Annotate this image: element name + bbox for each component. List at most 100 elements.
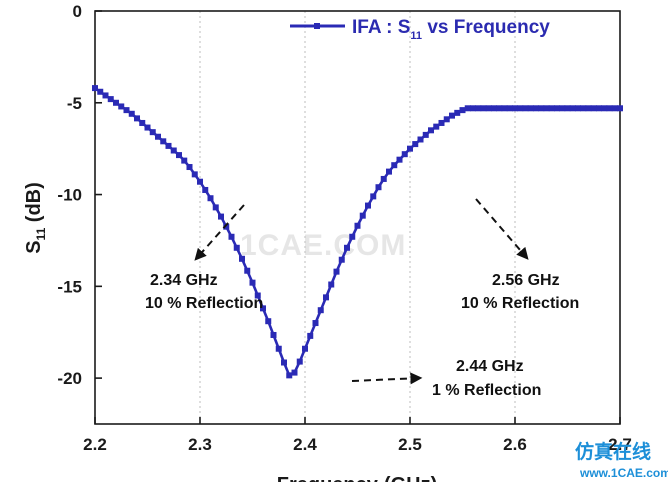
corner-watermark-url: www.1CAE.com xyxy=(579,466,668,480)
data-point xyxy=(197,178,203,185)
data-point xyxy=(302,345,308,352)
x-tick-label: 2.2 xyxy=(83,435,107,454)
y-axis-title-main: S xyxy=(23,240,45,253)
data-point xyxy=(134,115,140,122)
data-point xyxy=(118,103,125,110)
data-point xyxy=(286,372,293,379)
data-point xyxy=(212,204,219,211)
annotations: 2.34 GHz 10 % Reflection 2.56 GHz 10 % R… xyxy=(145,198,579,399)
data-point xyxy=(365,202,371,209)
data-point xyxy=(312,320,319,327)
data-point xyxy=(454,109,461,116)
annotation-right-line1: 2.56 GHz xyxy=(492,272,560,289)
data-point xyxy=(149,129,156,136)
annotation-left-line1: 2.34 GHz xyxy=(150,272,218,289)
series-s11 xyxy=(92,85,623,379)
data-point xyxy=(128,110,135,117)
data-point xyxy=(281,359,287,366)
data-point xyxy=(317,307,324,314)
data-point xyxy=(228,233,235,240)
data-point xyxy=(344,244,350,251)
data-point xyxy=(354,222,361,229)
data-point xyxy=(543,105,550,112)
data-point xyxy=(585,105,592,112)
axis-ticks xyxy=(94,10,621,424)
data-point xyxy=(569,105,576,112)
data-point xyxy=(380,175,387,182)
y-tick-labels: 0 -5 -10 -15 -20 xyxy=(57,2,82,388)
x-tick-label: 2.4 xyxy=(293,435,317,454)
y-tick-label: -10 xyxy=(57,186,82,205)
data-point xyxy=(559,105,566,112)
y-tick-label: -5 xyxy=(67,94,82,113)
data-point xyxy=(244,267,251,274)
x-axis-title-main: Frequency xyxy=(277,474,379,482)
corner-watermark-cn: 仿真在线 xyxy=(575,440,651,463)
data-point xyxy=(438,119,445,126)
data-point xyxy=(407,145,413,152)
y-axis-title-unit: (dB) xyxy=(23,182,45,228)
data-point xyxy=(575,105,581,112)
x-tick-label: 2.5 xyxy=(398,435,422,454)
data-point xyxy=(102,92,109,99)
data-point xyxy=(580,105,587,112)
annotation-arrow-left xyxy=(194,204,245,261)
data-point xyxy=(323,294,329,301)
x-tick-label: 2.7 xyxy=(608,435,632,454)
data-point xyxy=(191,171,198,178)
data-point xyxy=(401,151,408,158)
data-point xyxy=(223,223,230,230)
data-point xyxy=(617,105,623,112)
y-tick-label: -15 xyxy=(57,277,82,296)
grid-lines xyxy=(199,11,516,424)
data-point xyxy=(155,133,161,140)
data-point xyxy=(165,142,172,149)
data-point xyxy=(527,105,534,112)
annotation-bottom-line2: 1 % Reflection xyxy=(432,382,541,399)
data-point xyxy=(92,85,98,92)
data-point xyxy=(207,195,214,202)
annotation-right-line2: 10 % Reflection xyxy=(461,295,579,312)
x-tick-labels: 2.2 2.3 2.4 2.5 2.6 2.7 xyxy=(83,435,632,454)
data-point xyxy=(611,105,618,112)
data-point xyxy=(370,193,377,200)
legend-label: IFA : S11 vs Frequency xyxy=(352,17,550,42)
y-tick-label: -20 xyxy=(57,369,82,388)
y-axis-title-sub: 11 xyxy=(34,227,48,240)
plot-frame xyxy=(94,10,621,425)
legend-label-sub: 11 xyxy=(410,30,422,42)
data-point xyxy=(170,147,177,154)
data-point xyxy=(97,88,104,95)
data-point xyxy=(485,105,492,112)
data-point xyxy=(422,131,429,138)
data-point xyxy=(470,105,476,112)
data-point xyxy=(501,105,508,112)
data-point xyxy=(480,105,487,112)
x-tick-label: 2.6 xyxy=(503,435,527,454)
legend-label-main: IFA : S xyxy=(352,17,410,38)
data-point xyxy=(491,105,497,112)
data-point xyxy=(291,369,298,376)
data-point xyxy=(554,105,560,112)
data-point xyxy=(233,244,240,251)
data-point xyxy=(433,123,440,130)
data-point xyxy=(270,331,277,338)
legend: IFA : S11 vs Frequency xyxy=(290,17,550,42)
data-point xyxy=(548,105,555,112)
data-point xyxy=(144,124,151,131)
data-point xyxy=(186,164,193,171)
data-point xyxy=(202,186,209,193)
annotation-arrow-right xyxy=(475,198,529,260)
data-point xyxy=(517,105,524,112)
data-point xyxy=(328,281,335,288)
data-point xyxy=(349,233,356,240)
data-point xyxy=(249,279,256,286)
x-tick-label: 2.3 xyxy=(188,435,212,454)
data-point xyxy=(601,105,608,112)
data-point xyxy=(265,318,272,325)
data-point xyxy=(275,345,282,352)
data-point xyxy=(107,96,114,103)
data-point xyxy=(181,157,188,164)
data-point xyxy=(417,136,424,143)
